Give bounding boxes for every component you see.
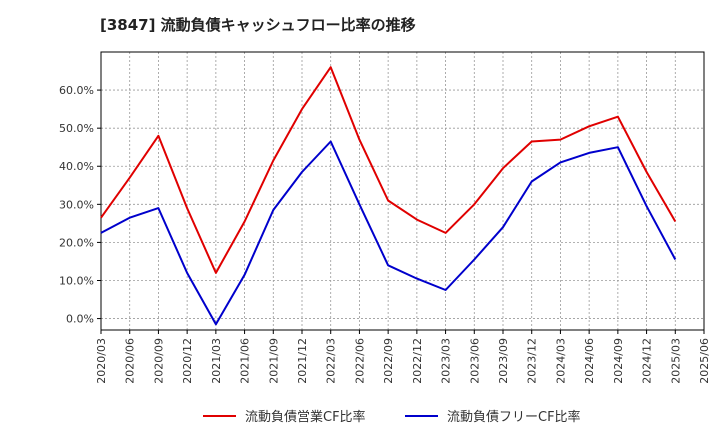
y-tick-label: 60.0%	[59, 84, 94, 97]
x-tick-label: 2020/09	[152, 338, 165, 384]
plot-frame	[100, 51, 705, 331]
x-tick-label: 2021/12	[296, 338, 309, 384]
x-tick-label: 2023/12	[526, 338, 539, 384]
x-tick-label: 2020/03	[95, 338, 108, 384]
x-tick-label: 2021/06	[239, 338, 252, 384]
x-tick-label: 2021/09	[267, 338, 280, 384]
x-tick-label: 2021/03	[210, 338, 223, 384]
y-tick-label: 40.0%	[59, 160, 94, 173]
x-tick-label: 2023/06	[468, 338, 481, 384]
x-axis-ticks: 2020/03 2020/06 2020/09 2020/12 2021/03 2021/…	[95, 330, 711, 384]
x-tick-label: 2022/03	[325, 338, 338, 384]
legend: 流動負債営業CF比率 流動負債フリーCF比率	[203, 409, 581, 425]
x-tick-label: 2023/09	[497, 338, 510, 384]
x-tick-label: 2022/09	[382, 338, 395, 384]
series-line-2	[100, 140, 677, 326]
x-tick-label: 2022/12	[411, 338, 424, 384]
grid-lines	[100, 52, 705, 330]
x-tick-label: 2024/12	[641, 338, 654, 384]
x-tick-label: 2023/03	[440, 338, 453, 384]
x-tick-label: 2022/06	[353, 338, 366, 384]
x-tick-label: 2025/03	[669, 338, 682, 384]
x-tick-label: 2024/03	[554, 338, 567, 384]
legend-label-1: 流動負債営業CF比率	[245, 409, 366, 425]
y-tick-label: 30.0%	[59, 198, 94, 211]
x-tick-label: 2024/06	[583, 338, 596, 384]
x-tick-label: 2020/06	[124, 338, 137, 384]
y-tick-label: 10.0%	[59, 274, 94, 287]
series-lines	[100, 66, 677, 326]
chart-title: [3847] 流動負債キャッシュフロー比率の推移	[100, 16, 416, 34]
x-tick-label: 2025/06	[698, 338, 711, 384]
y-axis-ticks: 0.0% 10.0% 20.0% 30.0% 40.0% 50.0% 60.0%	[59, 84, 101, 326]
y-tick-label: 50.0%	[59, 122, 94, 135]
x-tick-label: 2020/12	[181, 338, 194, 384]
x-tick-label: 2024/09	[612, 338, 625, 384]
y-tick-label: 0.0%	[66, 313, 94, 326]
series-line-1	[100, 66, 677, 274]
y-tick-label: 20.0%	[59, 236, 94, 249]
legend-label-2: 流動負債フリーCF比率	[447, 409, 581, 425]
